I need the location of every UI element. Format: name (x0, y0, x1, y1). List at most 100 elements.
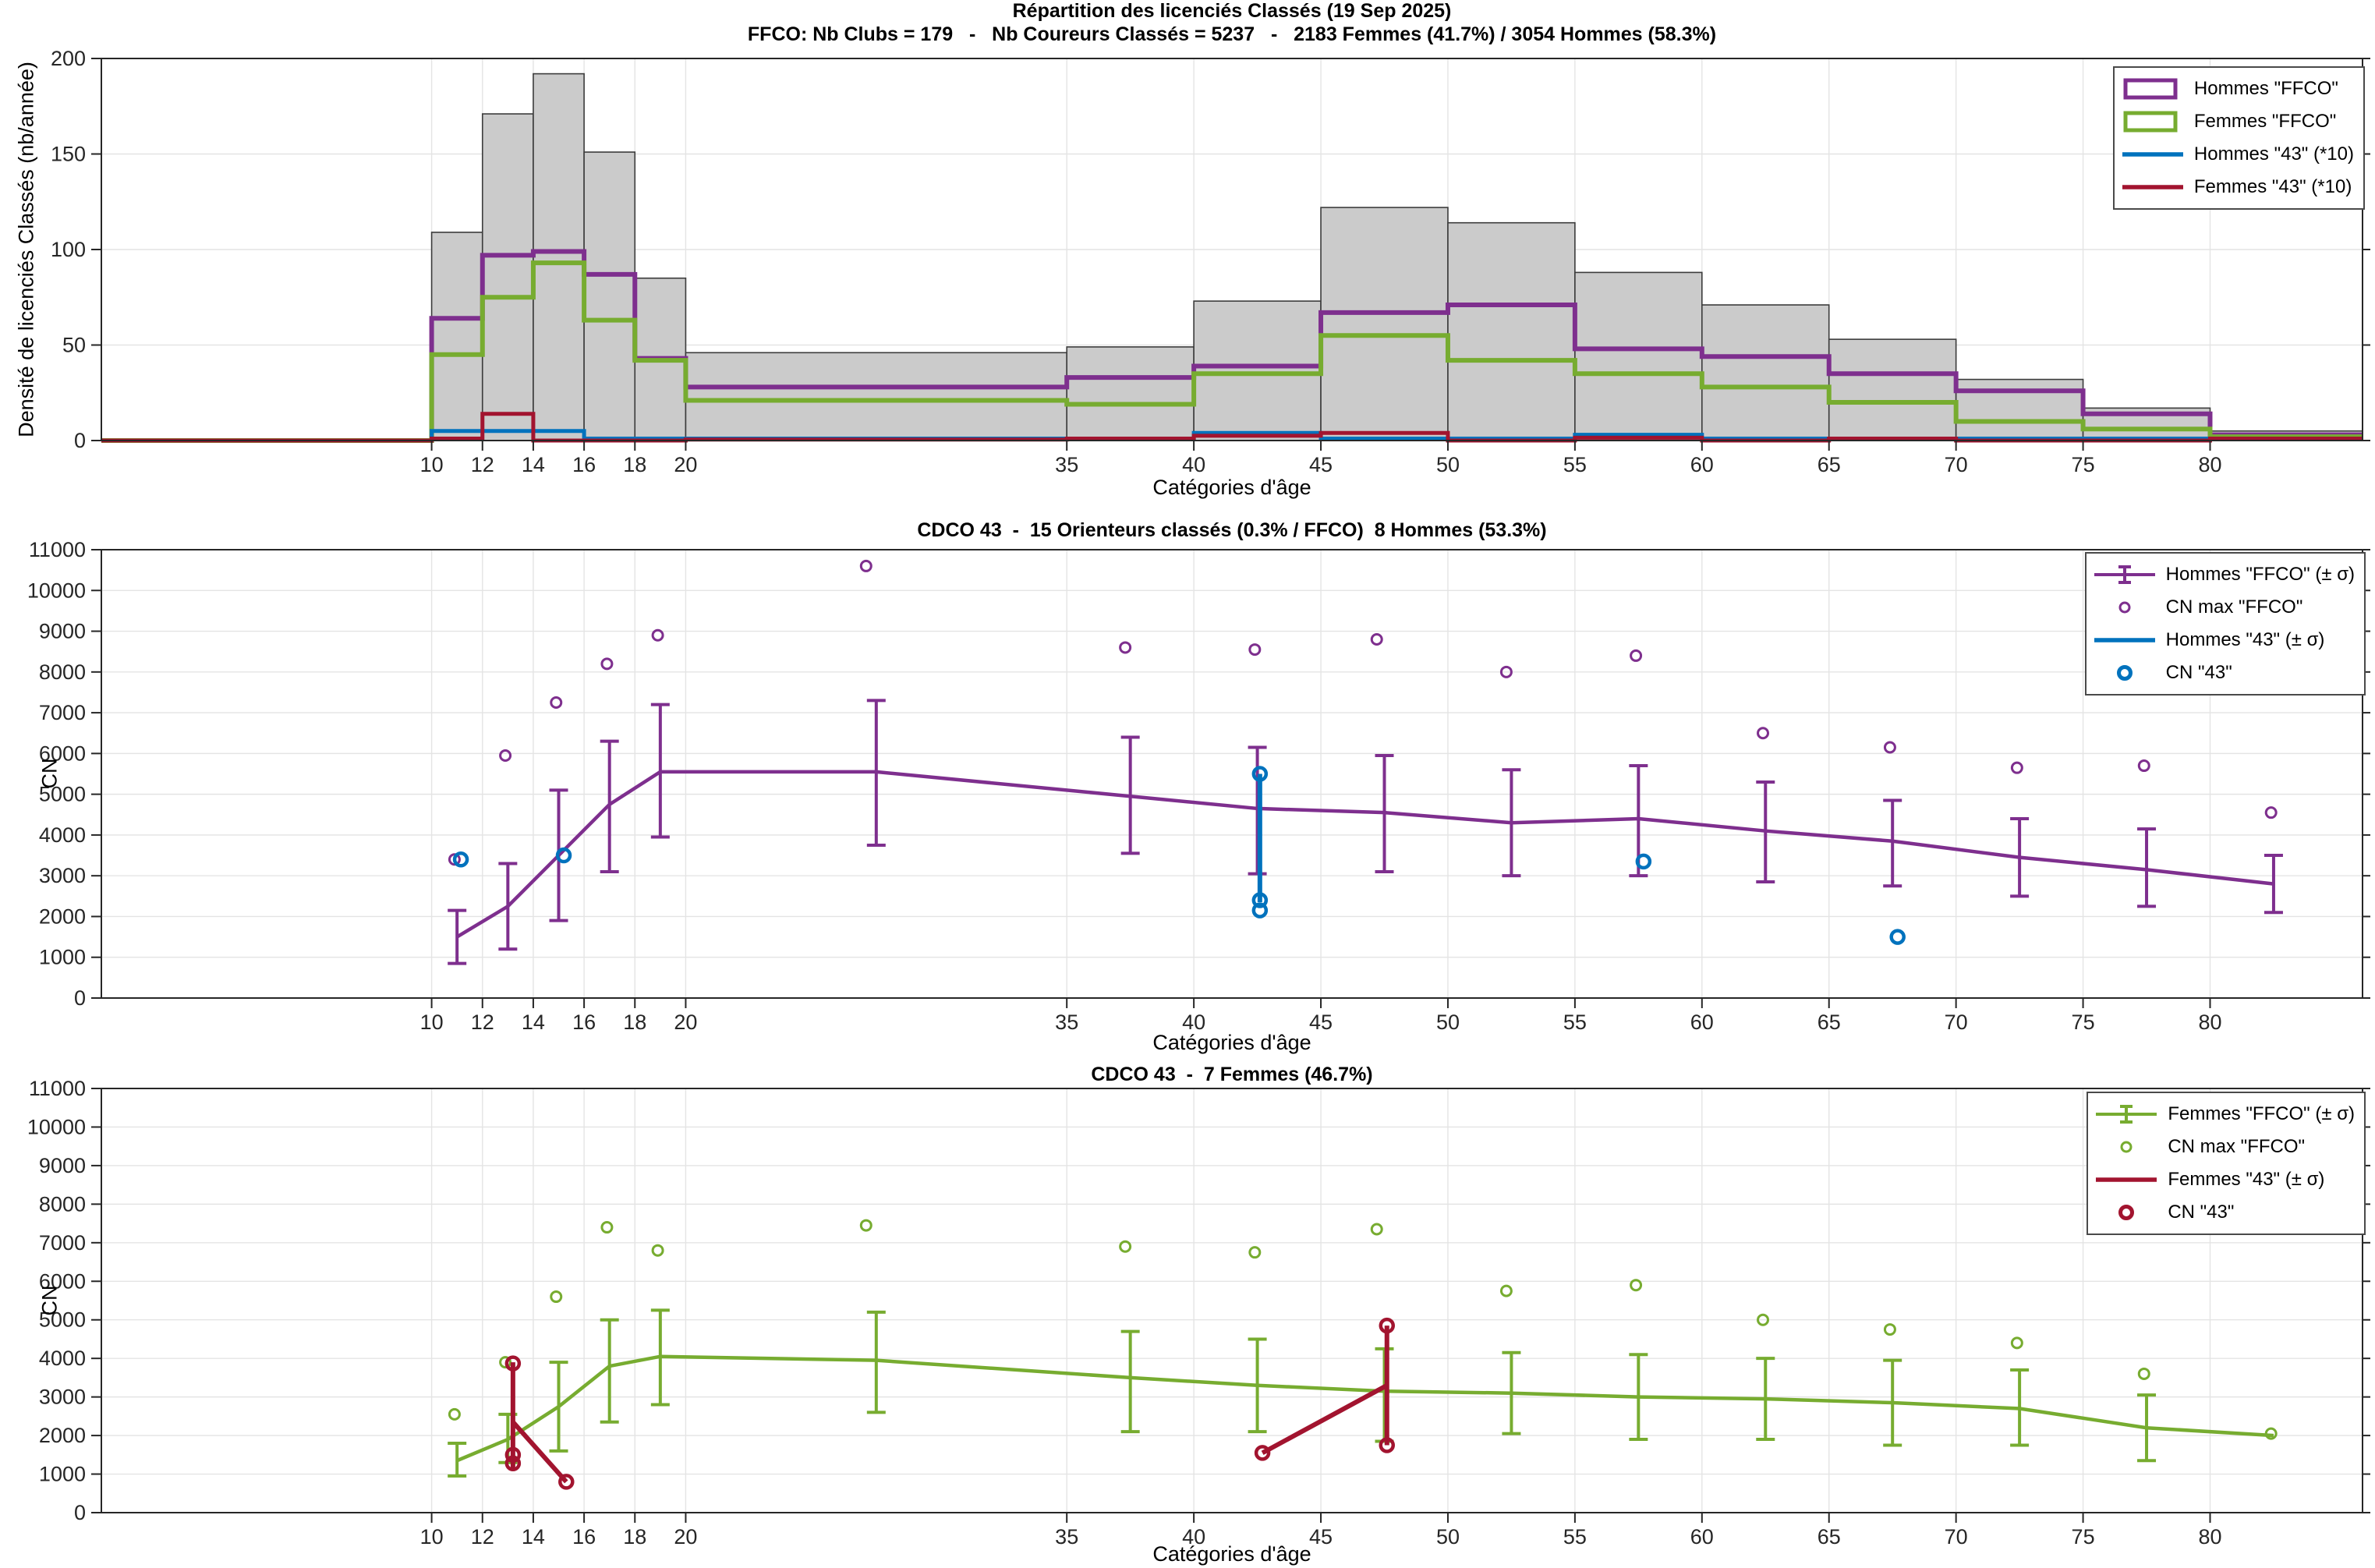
legend-item: Femmes "FFCO" (2121, 107, 2354, 136)
histogram-bar (481, 113, 534, 441)
x-tick-label: 20 (674, 1011, 697, 1034)
cn-dept-marker (1251, 766, 1269, 782)
y-tick-label: 2000 (39, 904, 86, 928)
dept-mean-line (511, 1420, 568, 1484)
legend-label: CN "43" (2168, 1202, 2235, 1223)
histogram-bar (583, 151, 636, 441)
chart1-xlabel: Catégories d'âge (1152, 476, 1311, 499)
step-line (101, 412, 2363, 443)
cn-max-marker (550, 696, 563, 710)
cn-dept-marker (504, 1355, 522, 1372)
histogram-bar (1701, 304, 1830, 441)
histogram-bar (430, 232, 483, 441)
chart3-xlabel: Catégories d'âge (1152, 1542, 1311, 1566)
x-tick-label: 40 (1182, 1011, 1205, 1034)
chart1-legend: Hommes "FFCO" Femmes "FFCO" Hommes "43" (*… (2112, 66, 2365, 210)
y-tick-label: 2000 (39, 1424, 86, 1447)
legend-label: Hommes "43" (*10) (2193, 143, 2354, 165)
x-tick-label: 16 (572, 1525, 596, 1549)
y-tick-label: 8000 (39, 660, 86, 684)
legend-marker-circle-bold-icon (2118, 1205, 2135, 1220)
chart3-ylabel: CN (37, 1285, 62, 1316)
x-tick-label: 35 (1055, 453, 1078, 476)
legend-label: Femmes "FFCO" (2193, 111, 2337, 132)
y-tick-label: 200 (51, 47, 86, 70)
chart-cdco-hommes: 10 12 14 16 18 20 35 40 45 50 55 60 65 70 75 80 0 1000 200… (0, 515, 2375, 1060)
legend-label: CN max "FFCO" (2165, 596, 2303, 618)
y-tick-label: 9000 (39, 620, 86, 643)
legend-item: CN "43" (2093, 658, 2355, 688)
chart3-legend: Femmes "FFCO" (± σ) CN max "FFCO" Femmes "… (2087, 1092, 2366, 1235)
x-tick-label: 75 (2072, 1525, 2095, 1549)
legend-item: CN max "FFCO" (2093, 593, 2355, 622)
x-tick-label: 18 (623, 1525, 646, 1549)
x-tick-label: 55 (1563, 1525, 1587, 1549)
chart3-title: CDCO 43 - 7 Femmes (46.7%) (1091, 1064, 1373, 1085)
y-tick-label: 1000 (39, 1463, 86, 1486)
x-tick-label: 75 (2072, 453, 2095, 476)
y-tick-label: 0 (74, 429, 86, 452)
chart2-legend: Hommes "FFCO" (± σ) CN max "FFCO" Hommes "… (2084, 552, 2366, 696)
y-tick-label: 100 (51, 238, 86, 261)
y-tick-label: 11000 (29, 1077, 86, 1100)
x-tick-label: 65 (1818, 1011, 1841, 1034)
legend-marker-patch-icon (2123, 78, 2178, 100)
histogram-bar (1447, 221, 1576, 441)
legend-label: Femmes "43" (*10) (2193, 176, 2352, 197)
cn-max-marker (1883, 741, 1896, 754)
cn-max-marker (2137, 759, 2150, 773)
cn-max-marker (1370, 1223, 1383, 1236)
histogram-bar (1193, 300, 1322, 441)
x-tick-label: 35 (1055, 1525, 1078, 1549)
cn-max-marker (1499, 1284, 1513, 1297)
legend-marker-patch-icon (2123, 111, 2178, 133)
x-tick-label: 65 (1818, 453, 1841, 476)
cn-dept-marker (1254, 1445, 1271, 1461)
legend-marker-circle-icon (2118, 601, 2131, 614)
legend-item: Hommes "43" (*10) (2121, 140, 2354, 169)
legend-marker-circle-icon (2120, 1141, 2133, 1153)
y-tick-label: 0 (74, 1501, 86, 1524)
cn-max-marker (1248, 1246, 1262, 1259)
x-tick-label: 14 (522, 1525, 545, 1549)
legend-marker-errorbar-icon (2094, 565, 2155, 584)
y-tick-label: 5000 (39, 783, 86, 806)
cn-max-marker (1757, 727, 1770, 740)
x-tick-label: 35 (1055, 1011, 1078, 1034)
x-tick-label: 60 (1690, 1525, 1714, 1549)
legend-label: Femmes "43" (± σ) (2168, 1169, 2325, 1190)
legend-item: CN max "FFCO" (2094, 1132, 2355, 1162)
chart-cdco-femmes: 10 12 14 16 18 20 35 40 45 50 55 60 65 70 75 80 0 1000 200… (0, 1060, 2375, 1568)
legend-marker-circle-bold-icon (2116, 665, 2133, 681)
x-tick-label: 80 (2198, 1525, 2221, 1549)
cn-max-marker (859, 1219, 872, 1232)
cn-max-marker (550, 1290, 563, 1304)
dept-mean-line (1261, 1383, 1389, 1455)
y-tick-label: 10000 (27, 579, 86, 602)
cn-max-marker (448, 1407, 461, 1421)
x-tick-label: 16 (572, 1011, 596, 1034)
cn-max-marker (499, 749, 512, 762)
chart2-xlabel: Catégories d'âge (1152, 1031, 1311, 1054)
x-tick-label: 20 (674, 1525, 697, 1549)
cn-max-marker (1370, 633, 1383, 646)
legend-label: CN max "FFCO" (2168, 1136, 2306, 1157)
x-tick-label: 70 (1945, 453, 1968, 476)
x-tick-label: 14 (522, 453, 545, 476)
y-tick-label: 7000 (39, 1231, 86, 1255)
cn-max-marker (859, 559, 872, 572)
x-tick-label: 40 (1182, 1525, 1205, 1549)
step-line (101, 260, 2363, 443)
x-tick-label: 50 (1436, 1525, 1460, 1549)
chart1-title: Répartition des licenciés Classés (19 Se… (1012, 0, 1452, 22)
cn-max-marker (600, 1221, 614, 1234)
legend-marker-line-icon (2094, 638, 2155, 642)
cn-dept-marker (1889, 929, 1906, 945)
x-tick-label: 12 (471, 1011, 494, 1034)
x-tick-label: 14 (522, 1011, 545, 1034)
cn-max-marker (499, 1356, 512, 1369)
x-tick-label: 70 (1945, 1011, 1968, 1034)
x-tick-label: 18 (623, 453, 646, 476)
histogram-bar (685, 352, 1068, 441)
histogram-bar (1828, 338, 1957, 441)
